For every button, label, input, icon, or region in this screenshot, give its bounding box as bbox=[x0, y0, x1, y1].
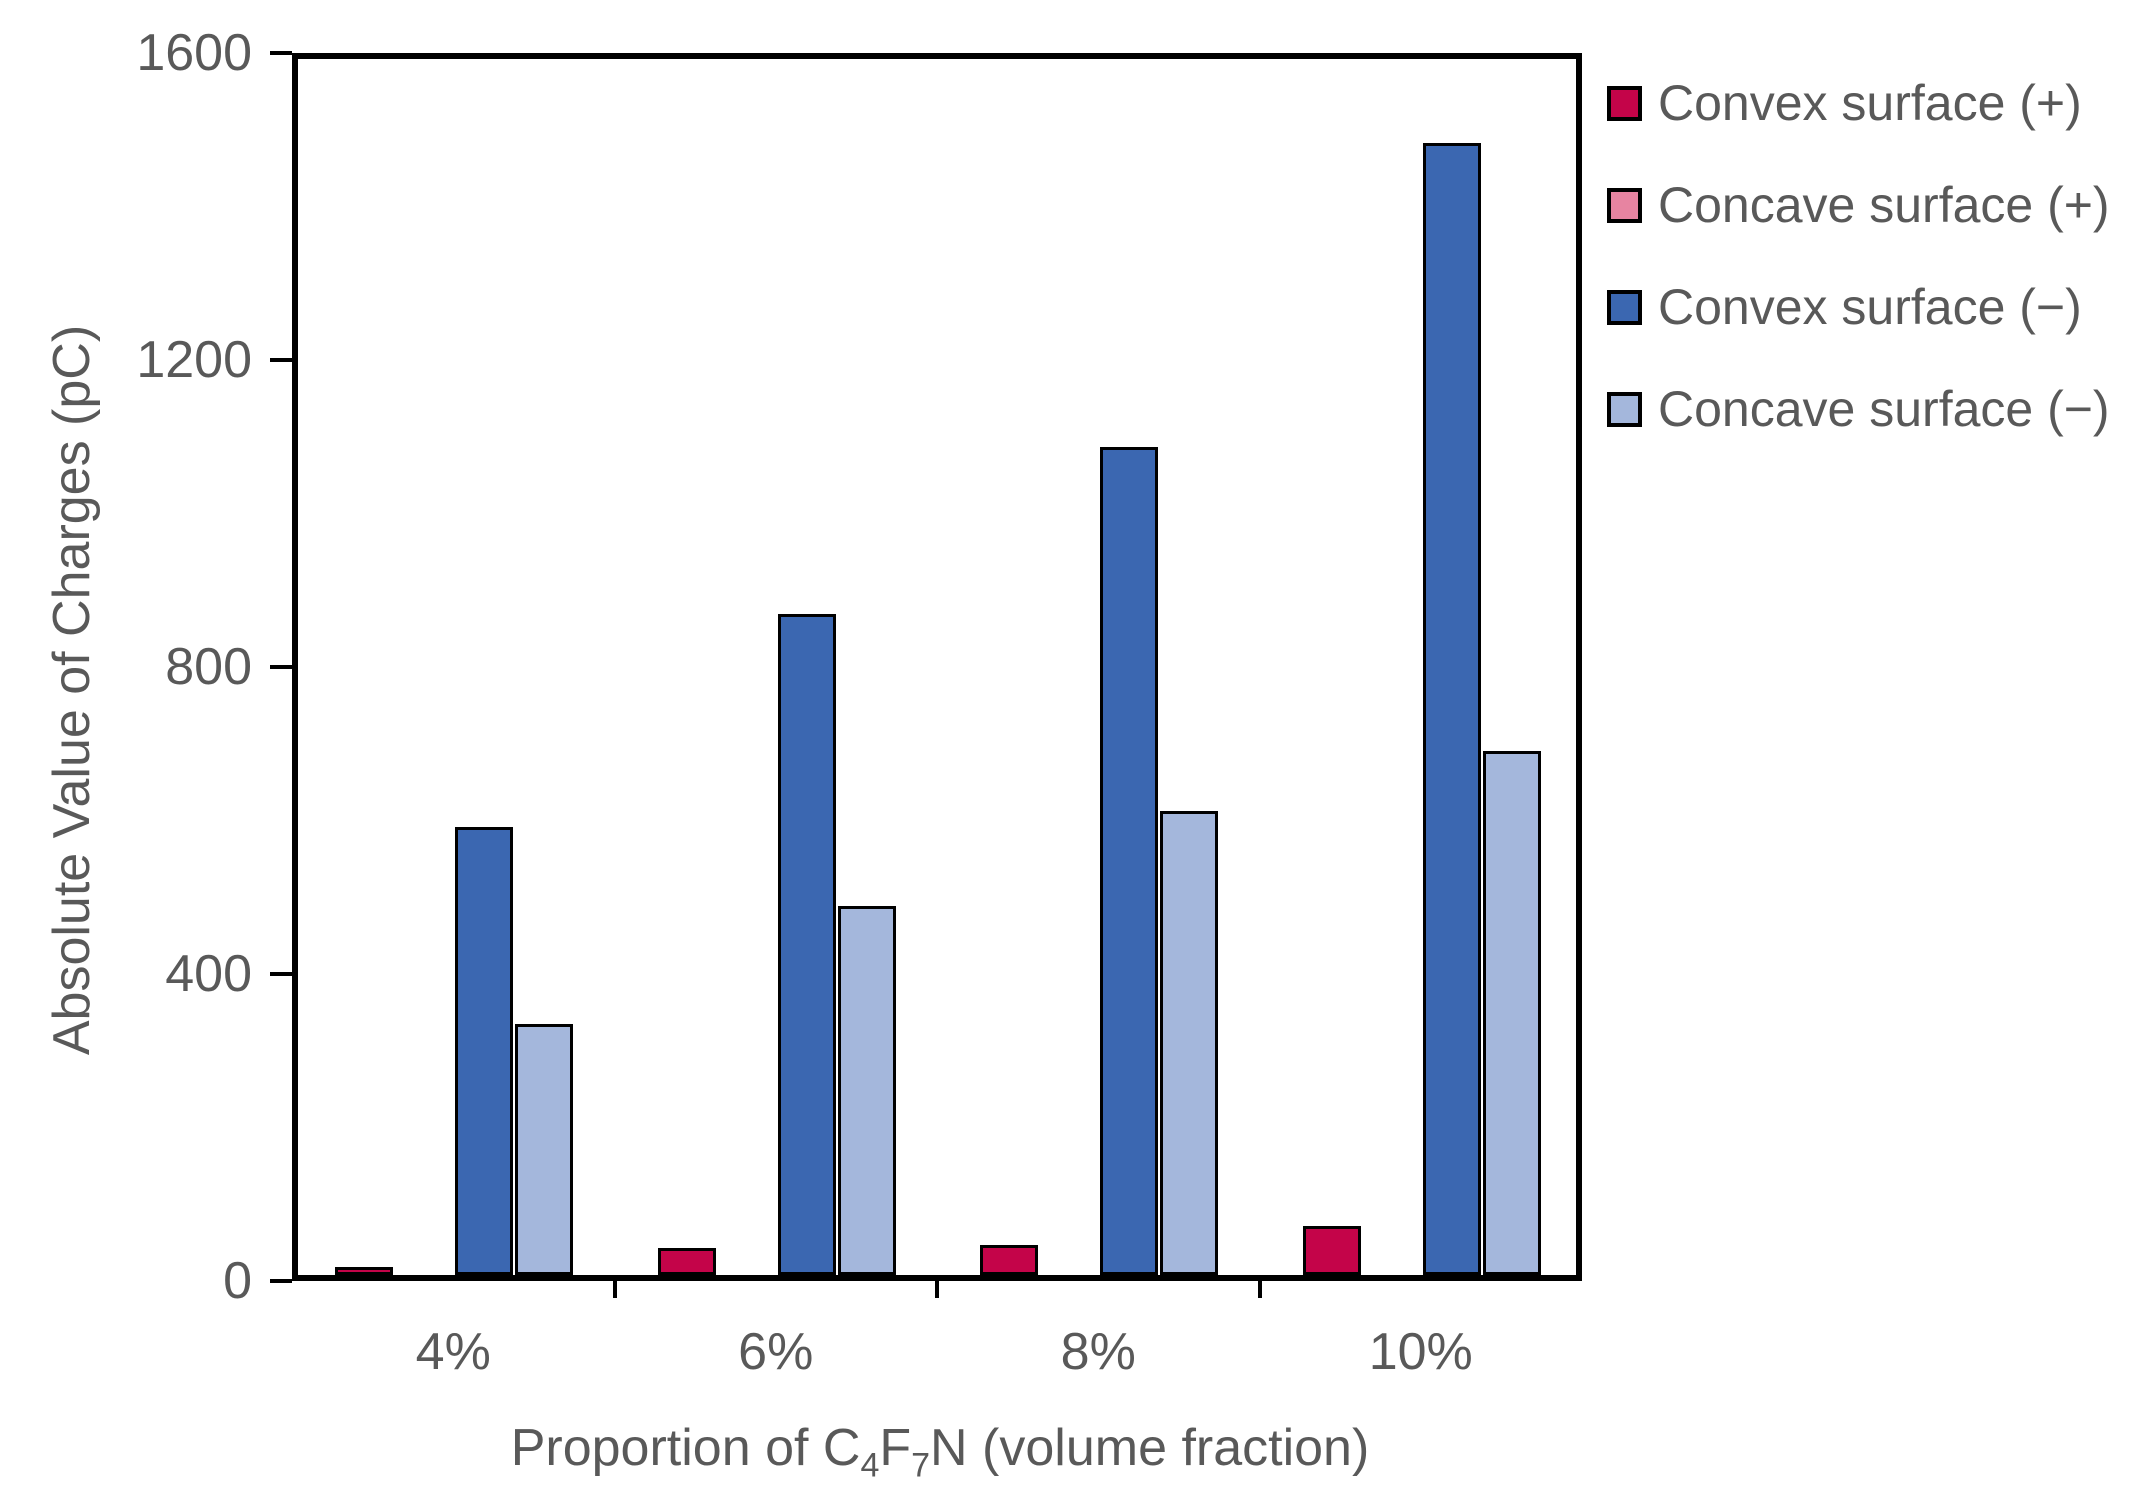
legend-swatch bbox=[1607, 187, 1642, 223]
y-tick-label: 0 bbox=[223, 1252, 252, 1310]
bar bbox=[980, 1245, 1038, 1275]
bar bbox=[515, 1024, 573, 1275]
x-title-sub7: 7 bbox=[911, 1446, 931, 1485]
plot-area-border bbox=[292, 53, 1582, 1281]
legend-label: Concave surface (+) bbox=[1658, 177, 2110, 233]
y-tick bbox=[270, 51, 292, 55]
bars-layer bbox=[298, 59, 1576, 1275]
legend-item: Convex surface (−) bbox=[1607, 279, 2110, 335]
bar bbox=[335, 1267, 393, 1275]
y-tick bbox=[270, 358, 292, 362]
x-title-mid: F bbox=[879, 1419, 912, 1477]
x-title-sub4: 4 bbox=[860, 1446, 880, 1485]
y-tick bbox=[270, 1279, 292, 1283]
legend-swatch bbox=[1607, 289, 1642, 325]
legend-label: Convex surface (+) bbox=[1658, 75, 2082, 131]
legend-swatch bbox=[1607, 85, 1642, 121]
x-tick bbox=[612, 1281, 617, 1298]
legend: Convex surface (+) Concave surface (+) Con… bbox=[1607, 75, 2110, 484]
bar bbox=[455, 827, 513, 1275]
legend-label: Convex surface (−) bbox=[1658, 279, 2082, 335]
legend-item: Convex surface (+) bbox=[1607, 75, 2110, 131]
y-tick bbox=[270, 665, 292, 669]
y-tick-label: 800 bbox=[165, 638, 252, 696]
x-title-suffix: N (volume fraction) bbox=[930, 1419, 1370, 1477]
x-category-label: 4% bbox=[415, 1323, 491, 1381]
x-title-prefix: Proportion of C bbox=[510, 1419, 861, 1477]
bar bbox=[658, 1248, 716, 1275]
y-tick-label: 1200 bbox=[136, 331, 252, 389]
x-tick bbox=[1257, 1281, 1262, 1298]
bar bbox=[1100, 447, 1158, 1275]
x-axis-title: Proportion of C4F7N (volume fraction) bbox=[490, 1418, 1390, 1485]
x-category-label: 6% bbox=[738, 1323, 814, 1381]
legend-item: Concave surface (+) bbox=[1607, 177, 2110, 233]
y-tick-label: 1600 bbox=[136, 24, 252, 82]
y-tick bbox=[270, 972, 292, 976]
legend-item: Concave surface (−) bbox=[1607, 381, 2110, 437]
legend-label: Concave surface (−) bbox=[1658, 381, 2110, 437]
bar bbox=[1303, 1226, 1361, 1275]
x-tick bbox=[935, 1281, 939, 1298]
bar bbox=[838, 906, 896, 1275]
bar bbox=[778, 614, 836, 1275]
bar bbox=[1423, 143, 1481, 1275]
y-tick-label: 400 bbox=[165, 945, 252, 1003]
bar bbox=[1483, 751, 1541, 1275]
legend-swatch bbox=[1607, 391, 1642, 427]
x-category-label: 8% bbox=[1060, 1323, 1136, 1381]
x-category-label: 10% bbox=[1368, 1323, 1473, 1381]
y-axis-title: Absolute Value of Charges (pC) bbox=[43, 324, 101, 1056]
bar bbox=[1160, 811, 1218, 1275]
